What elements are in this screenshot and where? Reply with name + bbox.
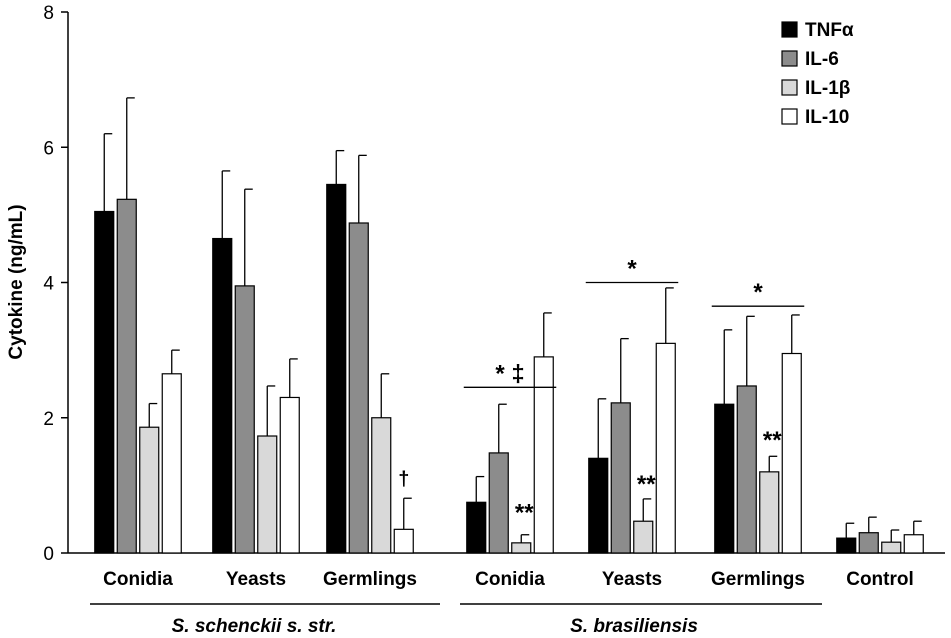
y-tick-label: 4	[43, 274, 54, 295]
y-tick-label: 6	[43, 138, 54, 159]
bar	[781, 352, 802, 554]
bar	[533, 356, 554, 554]
x-category-label: Conidia	[475, 569, 545, 590]
bar	[234, 285, 255, 554]
bar	[759, 471, 780, 554]
significance-marker: **	[515, 500, 534, 527]
x-category-label: Conidia	[103, 569, 173, 590]
significance-marker: *	[753, 279, 763, 306]
significance-marker: *	[627, 256, 637, 283]
bar	[488, 452, 509, 554]
legend-label: IL-6	[805, 49, 839, 70]
y-tick-label: 2	[43, 409, 54, 430]
bar	[326, 183, 347, 554]
bar	[466, 501, 487, 554]
bar	[610, 402, 631, 554]
legend-label: IL-10	[805, 107, 849, 128]
bar	[279, 396, 300, 554]
legend-swatch	[781, 50, 798, 67]
bar	[903, 534, 924, 554]
x-category-label: Yeasts	[226, 569, 286, 590]
x-category-label: Yeasts	[602, 569, 662, 590]
bar	[161, 373, 182, 554]
axes: 0 2 4 6 8 Conidia Yeasts Germlings Conidia Yeasts…	[43, 3, 945, 637]
bar	[257, 435, 278, 554]
y-tick-label: 0	[43, 544, 54, 565]
bar	[116, 198, 137, 554]
significance-marker: **	[637, 471, 656, 498]
bar	[212, 237, 233, 554]
legend-label: TNFα	[805, 20, 854, 41]
bar	[836, 537, 857, 554]
group-label: S. schenckii s. str.	[172, 616, 337, 637]
y-tick-label: 8	[43, 3, 54, 24]
y-axis-label: Cytokine (ng/mL)	[6, 204, 27, 359]
legend-swatch	[781, 21, 798, 38]
bar	[714, 403, 735, 554]
annotations: †* ‡********	[398, 256, 805, 527]
bar	[371, 417, 392, 554]
bar	[736, 385, 757, 554]
bar	[94, 210, 115, 554]
bars	[94, 183, 924, 554]
significance-marker: †	[398, 468, 409, 490]
x-category-label: Germlings	[323, 569, 417, 590]
bar	[633, 520, 654, 554]
bar	[858, 532, 879, 554]
bar	[655, 342, 676, 554]
bar	[881, 541, 902, 554]
error-bars	[103, 97, 922, 543]
legend-swatch	[781, 108, 798, 125]
group-label: S. brasiliensis	[570, 616, 698, 637]
x-category-label: Control	[846, 569, 914, 590]
significance-marker: **	[763, 427, 782, 454]
bar	[588, 457, 609, 554]
bar	[139, 426, 160, 554]
bar	[348, 222, 369, 554]
bar	[393, 528, 414, 554]
significance-marker: * ‡	[495, 360, 524, 387]
bar	[511, 542, 532, 554]
legend-label: IL-1β	[805, 78, 850, 99]
legend-swatch	[781, 79, 798, 96]
legend: TNFα IL-6 IL-1β IL-10	[781, 20, 854, 128]
x-category-label: Germlings	[711, 569, 805, 590]
